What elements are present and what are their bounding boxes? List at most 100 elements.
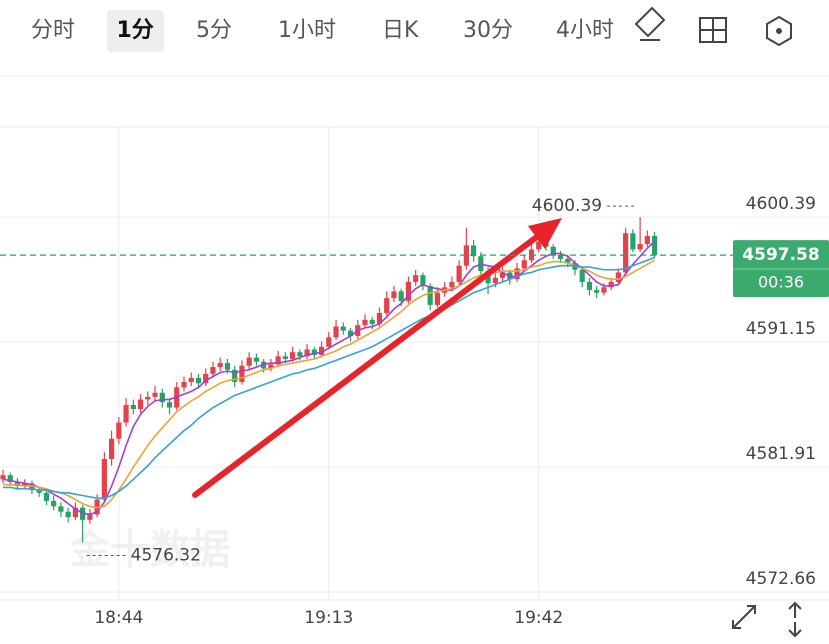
candle-body bbox=[471, 245, 477, 257]
y-tick-label: 4581.91 bbox=[746, 444, 816, 464]
fullscreen-icon[interactable] bbox=[732, 605, 756, 629]
last-price-badge bbox=[733, 240, 829, 298]
candle-body bbox=[181, 381, 187, 388]
timeframe-tab[interactable]: 5分 bbox=[196, 18, 232, 43]
candle-body bbox=[36, 490, 42, 493]
candle-body bbox=[608, 281, 614, 288]
candle-body bbox=[195, 377, 202, 384]
x-tick-label: 18:44 bbox=[94, 608, 143, 628]
grid bbox=[0, 127, 829, 600]
candle-body bbox=[391, 291, 397, 299]
candle-body bbox=[311, 349, 317, 355]
countdown: 00:36 bbox=[758, 273, 804, 292]
timeframe-tab[interactable]: 1小时 bbox=[278, 18, 336, 43]
candle-body bbox=[72, 507, 78, 518]
plot-area bbox=[0, 217, 658, 543]
candle-body bbox=[492, 277, 498, 284]
x-tick-label: 19:42 bbox=[514, 608, 563, 628]
candle-body bbox=[232, 369, 238, 382]
candle-body bbox=[586, 281, 593, 291]
timeframe-tab[interactable]: 4小时 bbox=[556, 18, 614, 43]
candle-body bbox=[290, 352, 296, 359]
candle-body bbox=[579, 269, 585, 282]
timeframe-tab[interactable]: 分时 bbox=[31, 18, 76, 43]
timeframe-tab[interactable]: 1分 bbox=[106, 10, 164, 52]
annotation-arrow bbox=[192, 218, 562, 498]
candle-body bbox=[384, 298, 390, 314]
moving-average-line bbox=[3, 256, 655, 500]
candle-body bbox=[398, 291, 404, 301]
candle-body bbox=[557, 254, 564, 259]
candle-body bbox=[253, 357, 259, 362]
candle-body bbox=[145, 396, 151, 400]
candle-body bbox=[615, 272, 621, 282]
candle-body bbox=[101, 459, 107, 500]
candle-body bbox=[51, 500, 57, 507]
candle-body bbox=[630, 233, 636, 250]
watermark: 金十数据 bbox=[69, 527, 230, 573]
candle-body bbox=[123, 404, 129, 423]
candle-body bbox=[644, 235, 650, 245]
toolbar: 分时 1分 5分 1小时 日K 30分 4小时 bbox=[0, 0, 829, 62]
candle-body bbox=[282, 356, 288, 359]
candle-body bbox=[297, 352, 303, 357]
candle-body bbox=[623, 233, 629, 273]
candle-body bbox=[116, 422, 122, 439]
candle-body bbox=[43, 492, 50, 501]
scale-icon[interactable] bbox=[788, 601, 802, 638]
y-tick-label: 4572.66 bbox=[746, 569, 816, 589]
candle-body bbox=[224, 363, 231, 370]
candle-body bbox=[594, 290, 600, 293]
candle-body bbox=[427, 285, 433, 305]
candle-body bbox=[210, 367, 216, 374]
candle-body bbox=[326, 337, 332, 347]
x-tick-label: 19:13 bbox=[304, 608, 353, 628]
candle-body bbox=[65, 511, 71, 518]
candle-body bbox=[362, 319, 368, 326]
candle-body bbox=[318, 346, 325, 355]
y-tick-label: 4600.39 bbox=[746, 194, 816, 214]
y-tick-label: 4591.15 bbox=[746, 319, 816, 339]
candle-body bbox=[637, 244, 643, 250]
timeframe-tab[interactable]: 日K bbox=[382, 18, 419, 43]
candle-body bbox=[514, 268, 520, 280]
candle-body bbox=[246, 357, 252, 366]
candle-body bbox=[109, 438, 115, 460]
candle-body bbox=[87, 514, 93, 520]
candle-body bbox=[333, 326, 339, 338]
candle-body bbox=[137, 399, 144, 409]
timeframe-tab[interactable]: 30分 bbox=[463, 18, 513, 43]
candle-body bbox=[188, 377, 194, 382]
candle-body bbox=[268, 364, 274, 369]
candle-body bbox=[7, 475, 13, 482]
candle-body bbox=[130, 404, 136, 409]
candle-body bbox=[239, 365, 245, 382]
candle-body bbox=[166, 402, 173, 408]
candle-body bbox=[420, 275, 426, 286]
candle-body bbox=[152, 392, 158, 397]
layout-icon[interactable] bbox=[699, 17, 727, 43]
candle-body bbox=[376, 313, 383, 324]
candle-body bbox=[340, 326, 346, 331]
candle-body bbox=[652, 235, 658, 256]
candle-body bbox=[369, 319, 375, 324]
candle-body bbox=[550, 246, 556, 255]
candle-body bbox=[304, 349, 310, 357]
candle-body bbox=[521, 260, 527, 269]
moving-average-line bbox=[3, 259, 655, 509]
draw-tool-icon[interactable] bbox=[634, 6, 666, 41]
labels: 4600.39 4591.15 4581.91 4572.66 18:44 19:13 19… bbox=[0, 194, 829, 628]
moving-average-line bbox=[2, 240, 656, 516]
candle-body bbox=[22, 483, 28, 487]
candle-body bbox=[499, 272, 506, 278]
high-label: 4600.39 bbox=[532, 196, 602, 216]
candle-body bbox=[449, 281, 455, 288]
low-label: 4576.32 bbox=[131, 546, 201, 566]
candle-body bbox=[456, 265, 462, 282]
last-price-label: 4597.58 bbox=[742, 245, 819, 265]
candle-body bbox=[0, 475, 6, 480]
settings-icon[interactable] bbox=[766, 15, 792, 47]
candle-body bbox=[203, 373, 209, 384]
